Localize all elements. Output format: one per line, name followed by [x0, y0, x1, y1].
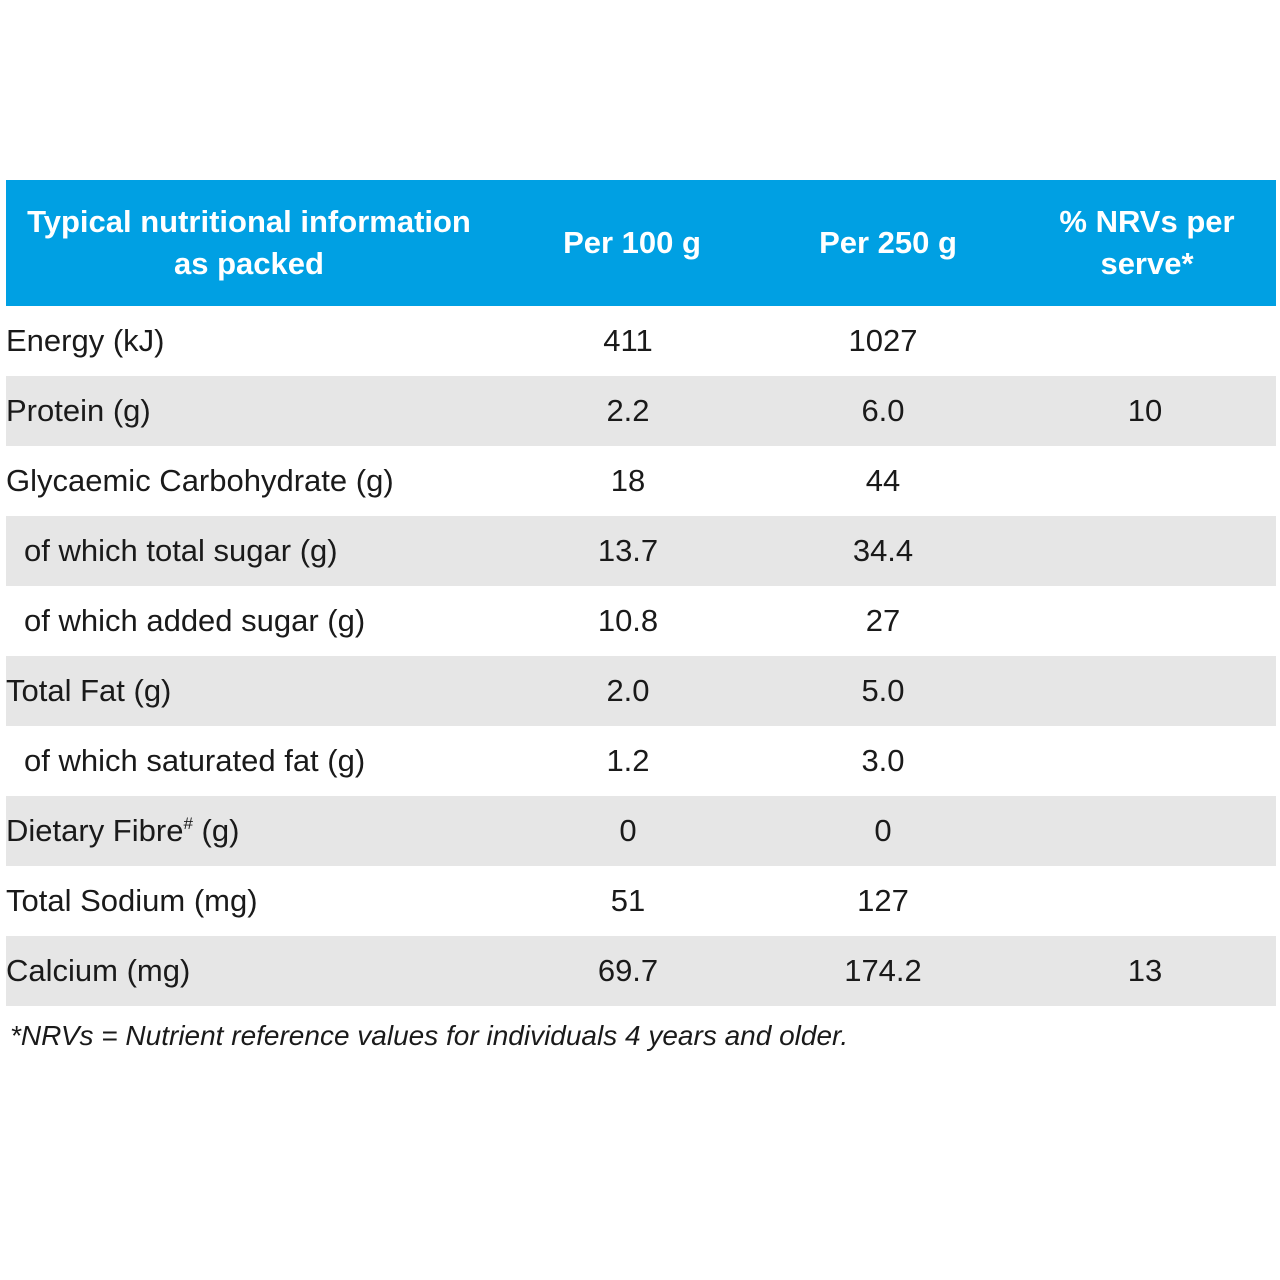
header-label: Typical nutritional information as packe…	[27, 204, 471, 281]
cell-per-250g: 127	[857, 883, 909, 918]
cell-per-250g: 0	[874, 813, 892, 848]
cell-per-250g: 1027	[848, 323, 918, 358]
table-row: Total Fat (g) 2.0 5.0	[6, 656, 1276, 726]
cell-per-100g: 51	[610, 883, 646, 918]
row-label-total-sugar: of which total sugar (g)	[24, 533, 338, 568]
cell-per-250g: 27	[865, 603, 901, 638]
cell-nrv	[1018, 866, 1276, 936]
table-row: Protein (g) 2.2 6.0 10	[6, 376, 1276, 446]
cell-per-100g: 2.2	[606, 393, 650, 428]
table-row: Energy (kJ) 411 1027	[6, 306, 1276, 376]
cell-nrv	[1018, 726, 1276, 796]
header-nrv: % NRVs per serve*	[1059, 204, 1235, 281]
cell-per-100g: 1.2	[606, 743, 650, 778]
cell-nrv	[1018, 446, 1276, 516]
cell-per-100g: 411	[603, 323, 653, 358]
cell-per-250g: 34.4	[852, 533, 914, 568]
row-label-carbohydrate: Glycaemic Carbohydrate (g)	[6, 463, 394, 498]
row-label-total-fat: Total Fat (g)	[6, 673, 172, 708]
row-label-protein: Protein (g)	[6, 393, 151, 428]
nrv-footnote: *NRVs = Nutrient reference values for in…	[10, 1020, 849, 1051]
table-row: Calcium (mg) 69.7 174.2 13	[6, 936, 1276, 1006]
row-label-saturated-fat: of which saturated fat (g)	[24, 743, 366, 778]
footnote-mark: #	[183, 814, 193, 833]
table-row: Total Sodium (mg) 51 127	[6, 866, 1276, 936]
dietary-fibre-text: Dietary Fibre	[6, 813, 184, 848]
table-row: of which total sugar (g) 13.7 34.4	[6, 516, 1276, 586]
nutrition-panel: Typical nutritional information as packe…	[6, 180, 1276, 1052]
table-row: Dietary Fibre# (g) 0 0	[6, 796, 1276, 866]
cell-nrv: 13	[1127, 953, 1163, 988]
table-header: Typical nutritional information as packe…	[6, 180, 1276, 306]
cell-per-100g: 0	[619, 813, 637, 848]
cell-nrv	[1018, 516, 1276, 586]
table-row: Glycaemic Carbohydrate (g) 18 44	[6, 446, 1276, 516]
cell-per-100g: 69.7	[597, 953, 659, 988]
cell-nrv	[1018, 656, 1276, 726]
cell-per-250g: 3.0	[861, 743, 905, 778]
cell-nrv	[1018, 306, 1276, 376]
row-label-energy: Energy (kJ)	[6, 323, 165, 358]
row-label-calcium: Calcium (mg)	[6, 953, 191, 988]
table-body: Energy (kJ) 411 1027 Protein (g) 2.2 6.0…	[6, 306, 1276, 1006]
row-label-dietary-fibre: Dietary Fibre# (g)	[6, 796, 506, 866]
cell-per-250g: 44	[865, 463, 901, 498]
cell-nrv	[1018, 796, 1276, 866]
cell-per-100g: 13.7	[597, 533, 659, 568]
row-label-added-sugar: of which added sugar (g)	[24, 603, 366, 638]
row-label-sodium: Total Sodium (mg)	[6, 883, 258, 918]
cell-per-250g: 174.2	[844, 953, 922, 988]
cell-per-100g: 10.8	[597, 603, 659, 638]
header-row: Typical nutritional information as packe…	[6, 180, 1276, 306]
table-row: of which saturated fat (g) 1.2 3.0	[6, 726, 1276, 796]
cell-per-100g: 18	[610, 463, 646, 498]
dietary-fibre-unit: (g)	[192, 813, 240, 848]
cell-nrv	[1018, 586, 1276, 656]
cell-nrv: 10	[1127, 393, 1163, 428]
cell-per-100g: 2.0	[606, 673, 650, 708]
cell-per-250g: 6.0	[861, 393, 905, 428]
cell-per-250g: 5.0	[861, 673, 905, 708]
nutrition-table: Typical nutritional information as packe…	[6, 180, 1276, 1006]
table-row: of which added sugar (g) 10.8 27	[6, 586, 1276, 656]
header-per-250g: Per 250 g	[819, 225, 957, 260]
header-per-100g: Per 100 g	[563, 225, 701, 260]
